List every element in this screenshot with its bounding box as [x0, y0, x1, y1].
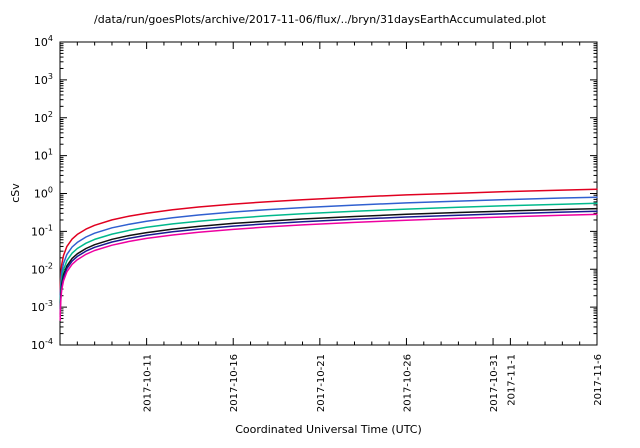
series-line-magenta	[59, 213, 598, 322]
y-tick-label: 102	[34, 110, 53, 125]
series-line-blue	[59, 196, 598, 304]
x-axis-label: Coordinated Universal Time (UTC)	[235, 423, 422, 436]
x-tick-label: 2017-10-11	[143, 354, 154, 412]
x-tick-label: 2017-11-6	[593, 354, 604, 406]
x-tick-label: 2017-10-21	[316, 354, 327, 412]
y-axis-label: cSv	[9, 183, 22, 203]
y-tick-label: 10-1	[31, 223, 53, 238]
y-tick-label: 10-4	[31, 337, 53, 352]
series-line-teal	[59, 202, 598, 310]
series-line-black	[59, 207, 598, 316]
plot-border	[59, 41, 598, 346]
y-tick-label: 104	[34, 34, 53, 49]
y-tick-label: 103	[34, 72, 53, 87]
series-line-red	[59, 188, 598, 296]
x-tick-label: 2017-11-1	[506, 354, 517, 406]
y-tick-label: 100	[34, 186, 53, 201]
y-tick-label: 101	[34, 148, 53, 163]
x-tick-label: 2017-10-26	[402, 354, 413, 412]
y-tick-label: 10-3	[31, 299, 53, 314]
chart-title: /data/run/goesPlots/archive/2017-11-06/f…	[94, 13, 546, 26]
y-tick-label: 10-2	[31, 261, 53, 276]
x-tick-label: 2017-10-16	[229, 354, 240, 412]
series-line-navy	[59, 210, 598, 318]
x-tick-label: 2017-10-31	[489, 354, 500, 412]
